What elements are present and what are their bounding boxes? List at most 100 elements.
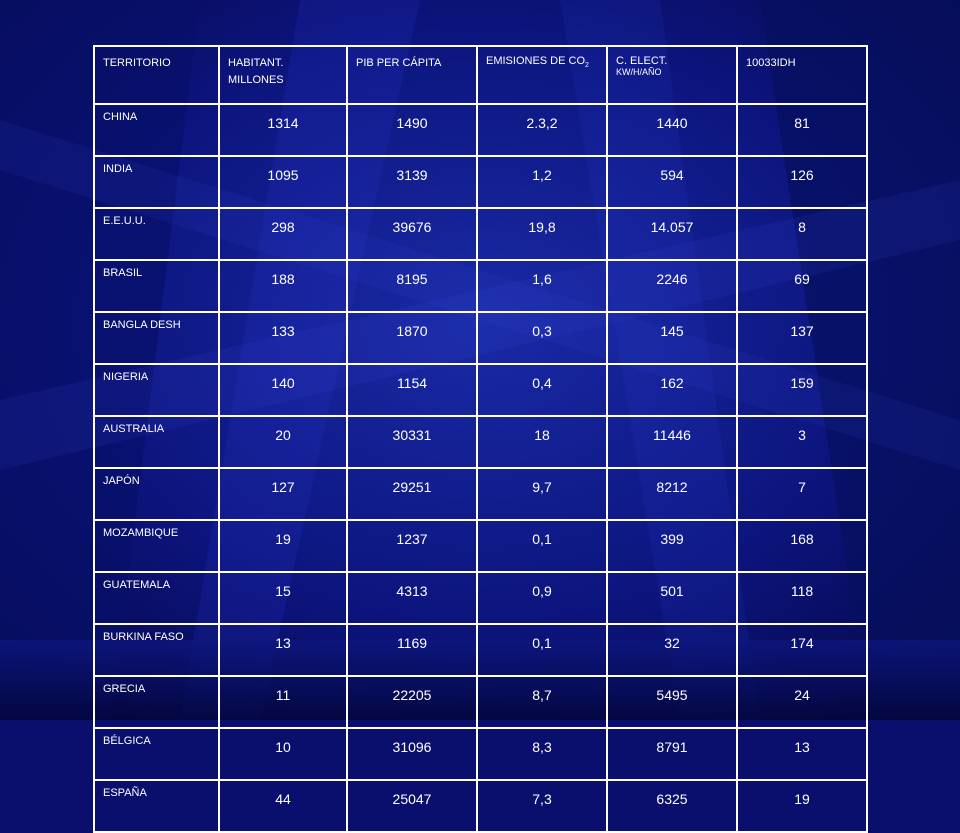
cell-idh: 3 [736,415,868,469]
table-row: MOZAMBIQUE 19 1237 0,1 399 168 [93,519,868,573]
cell-emisiones: 8,3 [476,727,608,781]
header-electricidad: C. ELECT. KW/H/AÑO [606,45,738,105]
cell-pib: 31096 [346,727,478,781]
cell-electricidad: 11446 [606,415,738,469]
header-electricidad-line1: C. ELECT. [616,55,668,67]
cell-electricidad: 6325 [606,779,738,833]
cell-territorio: GRECIA [93,675,220,729]
cell-idh: 7 [736,467,868,521]
cell-habitantes: 44 [218,779,348,833]
cell-electricidad: 8791 [606,727,738,781]
table-row: CHINA 1314 1490 2.3,2 1440 81 [93,103,868,157]
cell-habitantes: 19 [218,519,348,573]
header-idh: 10033IDH [736,45,868,105]
cell-electricidad: 32 [606,623,738,677]
cell-electricidad: 399 [606,519,738,573]
table-row: AUSTRALIA 20 30331 18 11446 3 [93,415,868,469]
cell-emisiones: 7,3 [476,779,608,833]
cell-habitantes: 298 [218,207,348,261]
cell-emisiones: 19,8 [476,207,608,261]
cell-territorio: CHINA [93,103,220,157]
cell-electricidad: 2246 [606,259,738,313]
header-emisiones: EMISIONES DE CO2 [476,45,608,105]
cell-territorio: BURKINA FASO [93,623,220,677]
header-habitantes-line1: HABITANT. [228,57,284,69]
header-pib-label: PIB PER CÁPITA [356,57,442,69]
header-idh-label: 10033IDH [746,57,796,69]
cell-habitantes: 11 [218,675,348,729]
cell-territorio: ESPAÑA [93,779,220,833]
cell-habitantes: 1314 [218,103,348,157]
cell-territorio: BRASIL [93,259,220,313]
cell-electricidad: 8212 [606,467,738,521]
table-row: NIGERIA 140 1154 0,4 162 159 [93,363,868,417]
cell-idh: 137 [736,311,868,365]
cell-pib: 1237 [346,519,478,573]
table-row: BÉLGICA 10 31096 8,3 8791 13 [93,727,868,781]
header-habitantes-line2: MILLONES [228,73,284,86]
cell-electricidad: 14.057 [606,207,738,261]
cell-emisiones: 0,1 [476,623,608,677]
cell-habitantes: 15 [218,571,348,625]
cell-habitantes: 140 [218,363,348,417]
table-row: BRASIL 188 8195 1,6 2246 69 [93,259,868,313]
cell-pib: 1870 [346,311,478,365]
cell-pib: 1169 [346,623,478,677]
cell-territorio: E.E.U.U. [93,207,220,261]
cell-emisiones: 9,7 [476,467,608,521]
cell-pib: 30331 [346,415,478,469]
table-row: GUATEMALA 15 4313 0,9 501 118 [93,571,868,625]
table-header: TERRITORIO HABITANT. MILLONES PIB PER CÁP… [93,45,868,105]
cell-idh: 168 [736,519,868,573]
cell-pib: 1154 [346,363,478,417]
cell-idh: 13 [736,727,868,781]
table-row: GRECIA 11 22205 8,7 5495 24 [93,675,868,729]
cell-idh: 126 [736,155,868,209]
data-table-container: TERRITORIO HABITANT. MILLONES PIB PER CÁP… [93,45,868,833]
header-habitantes: HABITANT. MILLONES [218,45,348,105]
cell-electricidad: 594 [606,155,738,209]
table-body: CHINA 1314 1490 2.3,2 1440 81 INDIA 1095 3139 1,2… [93,103,868,833]
header-territorio: TERRITORIO [93,45,220,105]
cell-territorio: BÉLGICA [93,727,220,781]
cell-emisiones: 0,4 [476,363,608,417]
cell-emisiones: 0,3 [476,311,608,365]
cell-pib: 29251 [346,467,478,521]
table-row: INDIA 1095 3139 1,2 594 126 [93,155,868,209]
cell-habitantes: 133 [218,311,348,365]
header-emisiones-label: EMISIONES DE CO [486,55,586,67]
cell-emisiones: 1,2 [476,155,608,209]
cell-habitantes: 13 [218,623,348,677]
table-row: BANGLA DESH 133 1870 0,3 145 137 [93,311,868,365]
cell-pib: 3139 [346,155,478,209]
cell-emisiones: 18 [476,415,608,469]
cell-habitantes: 1095 [218,155,348,209]
table-row: JAPÓN 127 29251 9,7 8212 7 [93,467,868,521]
cell-territorio: AUSTRALIA [93,415,220,469]
cell-pib: 8195 [346,259,478,313]
cell-territorio: NIGERIA [93,363,220,417]
cell-habitantes: 10 [218,727,348,781]
cell-habitantes: 20 [218,415,348,469]
header-row: TERRITORIO HABITANT. MILLONES PIB PER CÁP… [93,45,868,105]
territory-data-table: TERRITORIO HABITANT. MILLONES PIB PER CÁP… [93,45,868,833]
header-emisiones-subscript: 2 [585,62,589,70]
cell-emisiones: 8,7 [476,675,608,729]
table-row: E.E.U.U. 298 39676 19,8 14.057 8 [93,207,868,261]
table-row: BURKINA FASO 13 1169 0,1 32 174 [93,623,868,677]
cell-pib: 39676 [346,207,478,261]
cell-territorio: BANGLA DESH [93,311,220,365]
cell-pib: 4313 [346,571,478,625]
cell-habitantes: 188 [218,259,348,313]
table-row: ESPAÑA 44 25047 7,3 6325 19 [93,779,868,833]
cell-territorio: GUATEMALA [93,571,220,625]
cell-idh: 159 [736,363,868,417]
cell-electricidad: 501 [606,571,738,625]
cell-idh: 118 [736,571,868,625]
header-electricidad-line2: KW/H/AÑO [616,66,662,77]
cell-idh: 174 [736,623,868,677]
header-pib: PIB PER CÁPITA [346,45,478,105]
cell-territorio: JAPÓN [93,467,220,521]
cell-habitantes: 127 [218,467,348,521]
cell-emisiones: 1,6 [476,259,608,313]
